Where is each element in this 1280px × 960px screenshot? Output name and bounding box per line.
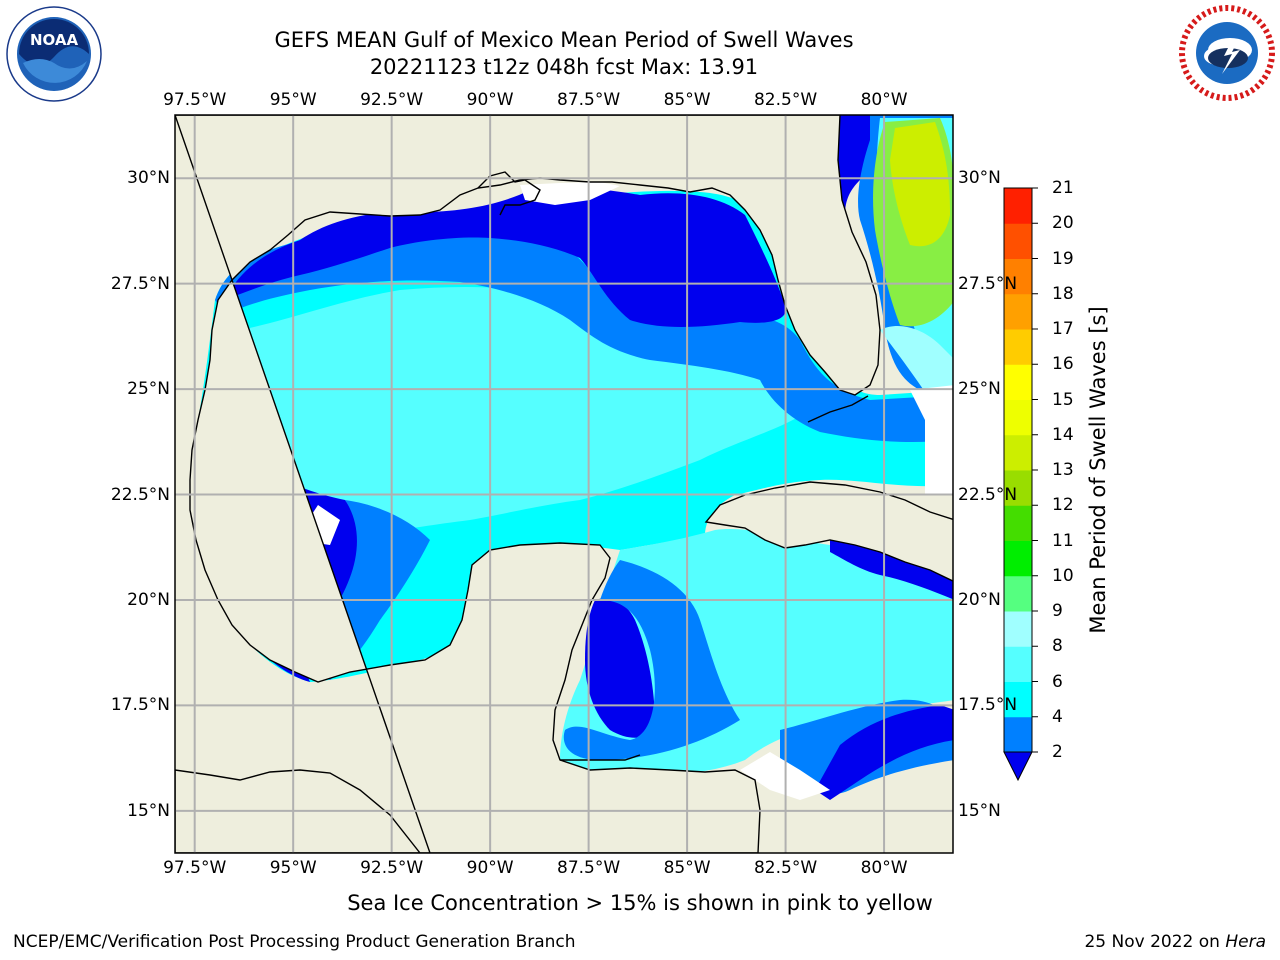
longitude-label: 95°W [269, 858, 317, 878]
longitude-label: 92.5°W [360, 90, 424, 110]
colorbar-swatch [1004, 399, 1032, 436]
colorbar-tick-label: 19 [1052, 248, 1074, 269]
atlantic-yellow-green-band [890, 122, 950, 247]
longitude-label: 90°W [466, 90, 514, 110]
colorbar-swatch [1004, 434, 1032, 471]
map-frame [174, 114, 954, 854]
colorbar-tick-label: 4 [1052, 706, 1063, 727]
no-data-north-coast [520, 182, 620, 205]
latitude-label: 17.5°N [958, 695, 1018, 716]
chart-subtitle: 20221123 t12z 048h fcst Max: 13.91 [369, 55, 759, 79]
atlantic-pale-band [880, 326, 953, 400]
colorbar [1003, 187, 1038, 782]
coast-detail-yucatan [560, 754, 641, 761]
longitude-label: 87.5°W [557, 90, 621, 110]
longitude-label: 80°W [860, 858, 908, 878]
land-keys [807, 395, 869, 423]
latitude-label: 30°N [127, 168, 170, 189]
chart-title: GEFS MEAN Gulf of Mexico Mean Period of … [274, 28, 854, 52]
date-text: 25 Nov 2022 on [1084, 932, 1226, 952]
longitude-label: 80°W [860, 90, 908, 110]
latitude-label: 20°N [127, 589, 170, 610]
coast-detail-louisiana [477, 171, 541, 216]
latitude-label: 25°N [958, 379, 1001, 400]
colorbar-tick-label: 14 [1052, 424, 1074, 445]
colorbar-tick-label: 21 [1052, 178, 1074, 198]
colorbar-swatch [1004, 293, 1032, 330]
longitude-label: 85°W [663, 858, 711, 878]
colorbar-swatch [1004, 716, 1032, 753]
nws-logo [1179, 5, 1275, 101]
longitude-label: 82.5°W [753, 90, 818, 110]
no-data-bahamas [910, 385, 953, 495]
branch-credit: NCEP/EMC/Verification Post Processing Pr… [13, 932, 576, 952]
colorbar-swatch [1004, 470, 1032, 506]
colorbar-tick-label: 6 [1052, 671, 1063, 692]
colorbar-swatch [1004, 681, 1032, 718]
noaa-logo-text: NOAA [30, 31, 79, 49]
colorbar-swatch [1004, 505, 1032, 541]
latitude-label: 30°N [958, 168, 1001, 189]
land-cuba [704, 481, 953, 582]
colorbar-label: Mean Period of Swell Waves [s] [1086, 306, 1110, 634]
longitude-label: 85°W [663, 90, 711, 110]
sea-ice-note: Sea Ice Concentration > 15% is shown in … [347, 891, 933, 915]
colorbar-swatch [1004, 188, 1032, 224]
latitude-label: 25°N [127, 379, 170, 400]
latitude-label: 17.5°N [110, 695, 170, 716]
latitude-label: 15°N [958, 800, 1001, 821]
colorbar-tick-label: 15 [1052, 389, 1074, 410]
longitude-label: 92.5°W [360, 858, 424, 878]
colorbar-tick-label: 2 [1052, 742, 1063, 762]
latitude-label: 22.5°N [110, 484, 170, 505]
noaa-logo: NOAA [6, 6, 102, 102]
gulf-deep-band-north [225, 187, 786, 327]
longitude-label: 97.5°W [163, 858, 227, 878]
latitude-label: 20°N [958, 589, 1001, 610]
colorbar-tick-label: 16 [1052, 354, 1074, 375]
colorbar-swatch [1004, 329, 1032, 365]
colorbar-tick-label: 18 [1052, 283, 1074, 304]
latitude-label: 27.5°N [958, 273, 1018, 294]
colorbar-tick-label: 9 [1052, 601, 1063, 621]
caribbean-deep-east [830, 540, 953, 600]
longitude-label: 95°W [269, 90, 317, 110]
longitude-label: 82.5°W [753, 858, 818, 878]
colorbar-tick-label: 10 [1052, 565, 1074, 586]
colorbar-swatch [1004, 611, 1032, 647]
latitude-label: 15°N [127, 800, 170, 821]
colorbar-tick-label: 12 [1052, 495, 1074, 516]
colorbar-swatch [1004, 575, 1032, 612]
caribbean-deep-band [585, 598, 655, 738]
latitude-label: 27.5°N [110, 273, 170, 294]
gulf-blue-band-north [215, 226, 953, 442]
caribbean-blue-band [563, 560, 740, 760]
latitude-label: 22.5°N [958, 484, 1018, 505]
colorbar-swatch [1004, 258, 1032, 295]
colorbar-tick-label: 17 [1052, 319, 1074, 339]
colorbar-tick-label: 13 [1052, 460, 1074, 480]
colorbar-swatch [1004, 364, 1032, 400]
longitude-label: 97.5°W [163, 90, 227, 110]
machine-name: Hera [1225, 932, 1266, 952]
colorbar-tick-label: 20 [1052, 213, 1074, 234]
colorbar-tick-label: 11 [1052, 530, 1074, 551]
longitude-label: 90°W [466, 858, 514, 878]
graticule [175, 115, 953, 853]
colorbar-swatch [1004, 540, 1032, 577]
colorbar-under-arrow [1003, 751, 1033, 782]
land-north-america [175, 115, 881, 853]
production-date: 25 Nov 2022 on Hera [1084, 932, 1266, 952]
colorbar-swatch [1004, 223, 1032, 259]
colorbar-swatch [1004, 646, 1032, 682]
colorbar-tick-label: 8 [1052, 636, 1063, 657]
longitude-label: 87.5°W [557, 858, 621, 878]
